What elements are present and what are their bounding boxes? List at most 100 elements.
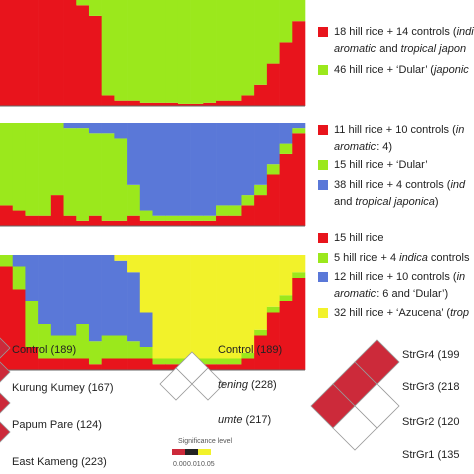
ancestry-bar [12,123,26,211]
label-part: and [334,196,355,208]
ancestry-bar [88,364,102,370]
label-part: in [457,271,466,283]
ancestry-bar [203,255,217,359]
significance-label: 0.05 [201,461,215,468]
ancestry-bar [38,215,52,226]
label-part: tening [218,379,249,391]
ancestry-bar [190,215,204,221]
ancestry-bar [228,205,242,216]
ancestry-bar [101,335,115,359]
ancestry-bar [76,128,90,221]
label: 32 hill rice + ‘Azucena’ (trop [334,307,469,319]
ancestry-bar [177,215,191,221]
legend-swatch [318,65,328,75]
ancestry-bar [241,358,255,370]
ancestry-bar [203,102,217,106]
label: 5 hill rice + 4 indica controls [334,252,470,264]
ancestry-bar [266,164,280,175]
ancestry-bar [101,0,115,96]
ancestry-bar [203,220,217,226]
label-part: (217) [242,414,271,426]
significance-title: Significance level [178,438,233,445]
label-part: tropical japon [401,43,466,55]
ancestry-bar [254,255,268,330]
ancestry-bar [228,215,242,226]
ancestry-bar [177,255,191,359]
ancestry-bar [266,123,280,165]
diamond-cell [159,367,193,401]
label-part: controls [428,252,470,264]
ancestry-bar [241,352,255,359]
significance-swatch [185,449,198,455]
label: aromatic: 4) [334,141,392,153]
ancestry-bar [127,215,141,226]
label: 46 hill rice + ‘Dular’ (japonic [334,64,469,76]
ancestry-bar [88,255,102,342]
label-part: 46 hill rice + ‘Dular’ ( [334,64,434,76]
ancestry-bar [63,128,77,216]
ancestry-bar [152,220,166,226]
label-part: : 6 and ‘Dular’) [376,288,448,300]
ancestry-bar [76,0,90,6]
label-part: 15 hill rice [334,232,384,244]
ancestry-bar [241,0,255,96]
label-part: and [376,43,400,55]
ancestry-bar [292,21,306,107]
label-part: StrGr2 (120 [402,416,459,428]
ancestry-bar [114,358,128,370]
significance-label: 0.00 [173,461,187,468]
ancestry-bar [127,123,141,185]
ancestry-bar [254,123,268,185]
label: StrGr2 (120 [402,416,459,428]
label-part: 18 hill rice + 14 controls ( [334,26,457,38]
ancestry-bar [12,255,26,267]
ancestry-bar [203,364,217,370]
ancestry-bar [292,0,306,22]
ancestry-bar [139,255,153,313]
ancestry-bar [12,210,26,226]
label: tening (228) [218,379,277,391]
ancestry-bar [216,358,230,365]
label: umte (217) [218,414,271,426]
ancestry-bar [177,103,191,106]
ancestry-bar [165,255,179,359]
ancestry-bar [228,255,242,359]
ancestry-bar [63,215,77,226]
ancestry-bar [12,289,26,370]
label-part: indic [457,26,474,38]
ancestry-bar [279,295,293,301]
diamond-cell [332,405,378,451]
ancestry-bar [25,0,39,106]
ancestry-bar [38,123,52,216]
ancestry-bar [88,133,102,216]
label-part: tropical japonica [355,196,435,208]
label-part: indica [399,252,428,264]
ancestry-bar [25,301,39,347]
ancestry-bar [216,364,230,370]
ancestry-bar [76,358,90,370]
label: 15 hill rice [334,232,384,244]
label-part: 11 hill rice + 10 controls ( [334,124,456,136]
legend-swatch [318,160,328,170]
label-part: in [456,124,465,136]
ancestry-bar [114,123,128,139]
legend-swatch [318,125,328,135]
ancestry-bar [63,0,77,106]
ancestry-bar [266,174,280,226]
ancestry-bar [152,0,166,103]
ancestry-bar [241,123,255,196]
ancestry-bar [101,123,115,134]
ancestry-bar [101,358,115,370]
significance-swatch [172,449,185,455]
label-part: Control (189) [12,344,76,356]
ancestry-bar [0,255,14,267]
ancestry-bar [165,123,179,216]
ancestry-bar [292,272,306,278]
ancestry-bar [88,215,102,226]
label: 12 hill rice + 10 controls (in [334,271,465,283]
label-part: East Kameng (223) [12,456,107,468]
ancestry-bar [254,84,268,106]
significance-swatch [198,449,211,455]
ancestry-bar [190,220,204,226]
ancestry-bar [139,312,153,347]
